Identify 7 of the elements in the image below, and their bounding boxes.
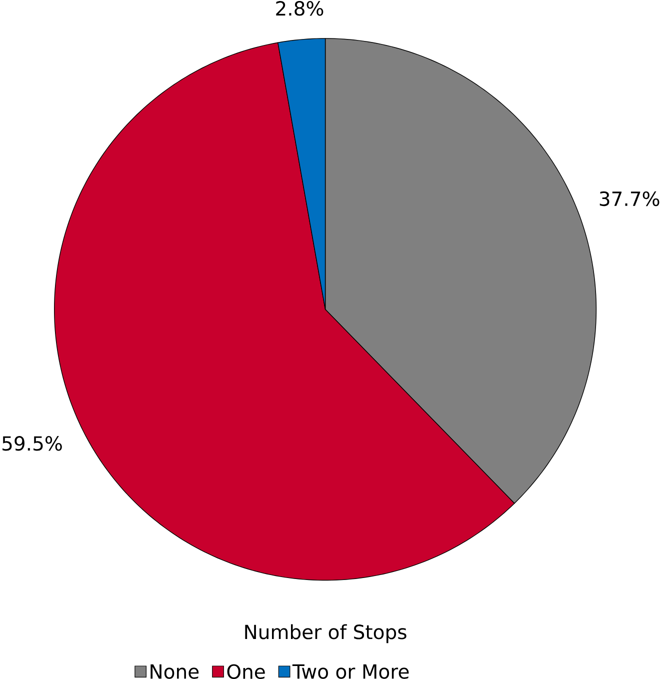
legend-label: One bbox=[227, 664, 265, 679]
data-label: 2.8% bbox=[276, 1, 324, 16]
legend-label: None bbox=[150, 664, 198, 679]
data-label: 59.5% bbox=[2, 436, 62, 451]
data-label: 37.7% bbox=[600, 191, 660, 206]
legend-title: Number of Stops bbox=[245, 624, 406, 644]
legend-label: Two or More bbox=[292, 664, 409, 679]
